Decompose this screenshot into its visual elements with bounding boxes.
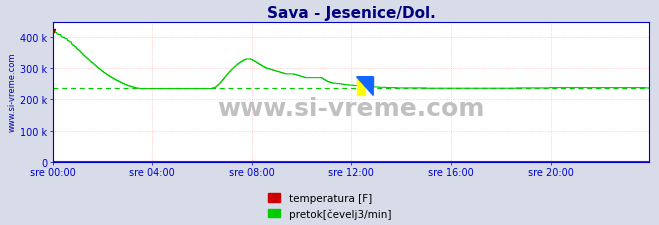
Legend: temperatura [F], pretok[čevelj3/min]: temperatura [F], pretok[čevelj3/min] (264, 189, 395, 223)
Polygon shape (357, 77, 373, 96)
Title: Sava - Jesenice/Dol.: Sava - Jesenice/Dol. (266, 6, 436, 21)
Y-axis label: www.si-vreme.com: www.si-vreme.com (8, 53, 17, 132)
Text: www.si-vreme.com: www.si-vreme.com (217, 97, 484, 121)
